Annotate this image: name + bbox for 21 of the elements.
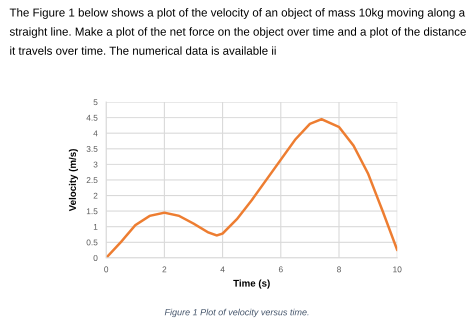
y-axis-title: Velocity (m/s)	[68, 149, 78, 212]
y-tick-label: 1	[94, 224, 98, 230]
x-tick-label: 8	[337, 266, 341, 272]
caption: Figure 1 Plot of velocity versus time.	[164, 308, 308, 318]
x-tick-label: 2	[162, 266, 166, 272]
x-tick-label: 0	[104, 266, 108, 272]
y-tick-label: 3.5	[86, 146, 98, 152]
x-tick-label: 4	[220, 266, 225, 272]
x-axis-title: Time (s)	[233, 280, 270, 289]
y-tick-label: 0	[94, 255, 98, 261]
y-tick-label: 2	[94, 192, 98, 199]
text: The Figure 1 below shows a plot of the velocity of an object of mass 10kg moving along a straight line. Make a plot of the net force on the object over time and a plot of the distance it travels over time. The numerical data is available ii	[10, 8, 466, 55]
y-tick-label: 2.5	[86, 177, 98, 184]
y-tick-label: 0.5	[86, 239, 98, 246]
y-tick-label: 4	[93, 130, 98, 136]
y-tick-label: 1.5	[86, 208, 98, 214]
y-tick-label: 4.5	[86, 114, 98, 121]
y-tick-label: 5	[94, 99, 98, 106]
y-tick-label: 3	[94, 162, 98, 168]
x-tick-label: 6	[278, 266, 283, 272]
x-tick-label: 10	[393, 266, 402, 272]
